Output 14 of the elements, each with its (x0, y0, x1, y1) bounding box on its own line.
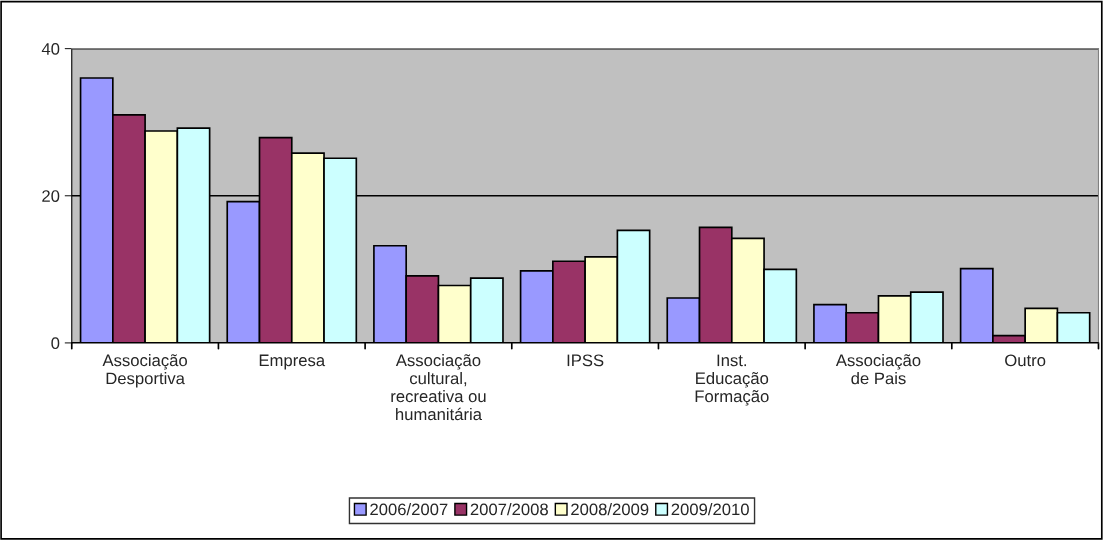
x-tick-label: Associação de Pais (835, 354, 921, 385)
legend-label: 2006/2007 (370, 503, 448, 516)
x-tick-label: Inst. Educação Formação (695, 354, 769, 406)
x-tick-label: Associação cultural, recreativa ou humanitária (391, 354, 486, 421)
legend-label: 2007/2008 (470, 503, 548, 516)
y-tick-label: 40 (41, 43, 60, 55)
x-tick-label: Outro (1005, 354, 1046, 367)
x-tick-label: Empresa (259, 354, 326, 370)
x-tick-label: Associação Desportiva (102, 354, 188, 388)
legend-label: 2009/2010 (671, 503, 749, 516)
y-tick-label: 20 (42, 190, 60, 202)
y-tick-label: 0 (51, 337, 60, 350)
x-tick-label: IPSS (567, 354, 604, 367)
legend-label: 2008/2009 (571, 503, 649, 516)
